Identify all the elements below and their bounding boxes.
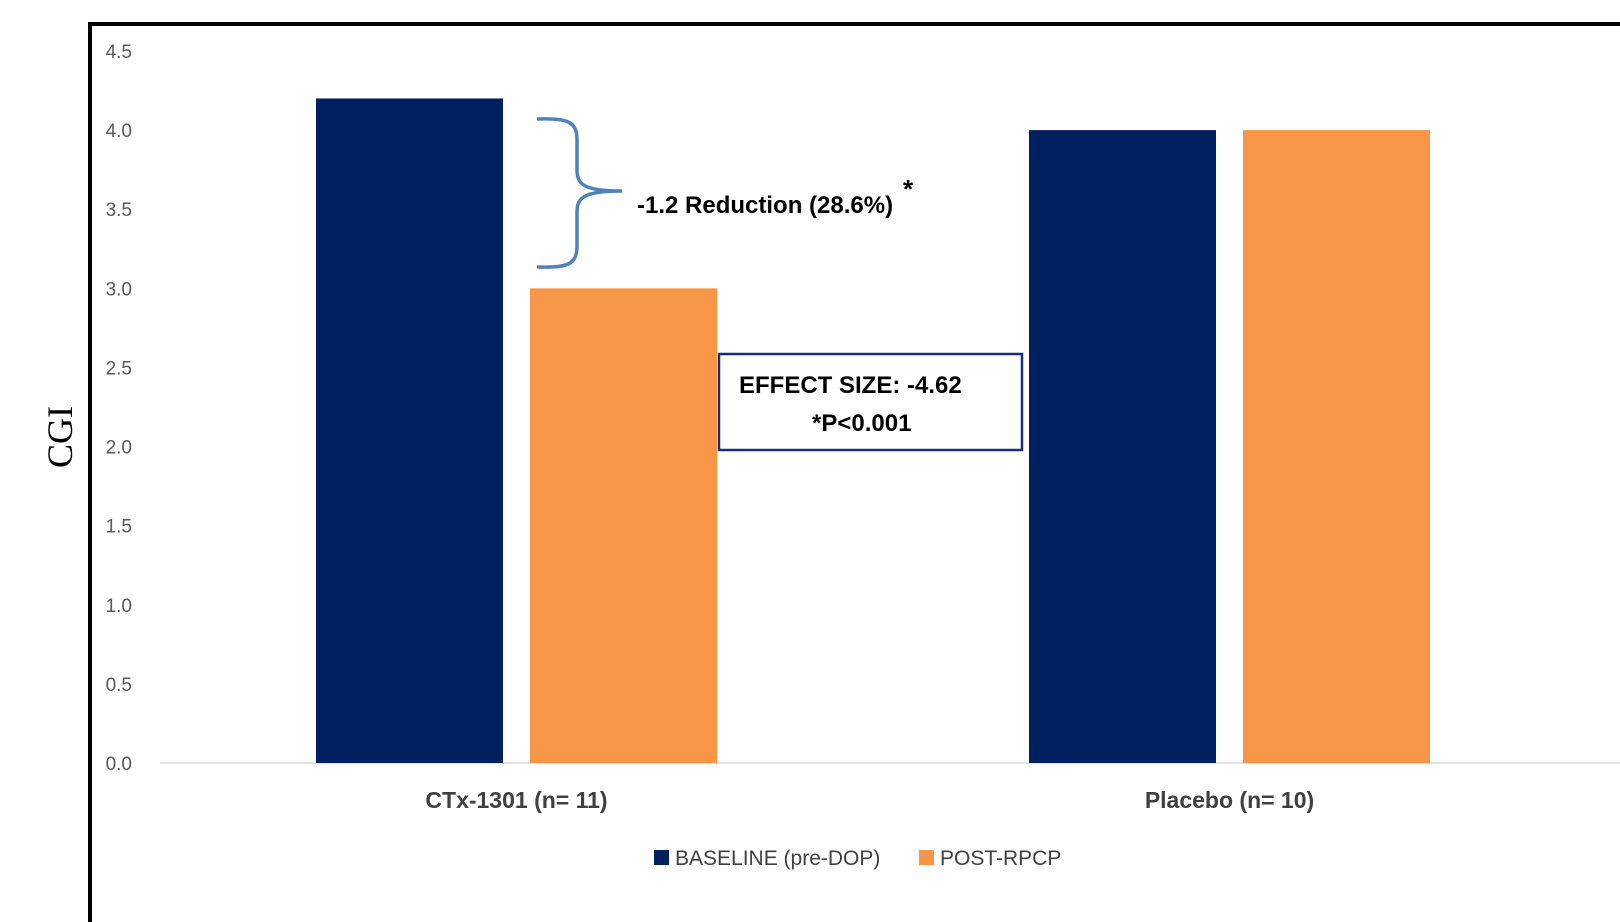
chart-frame (88, 22, 1620, 922)
y-axis-label: CGI (40, 406, 80, 468)
y-tick-label: 3.5 (106, 200, 132, 221)
bar-baseline-0 (316, 98, 503, 763)
effect-size-text: EFFECT SIZE: -4.62 (739, 372, 962, 399)
bar-post-1 (1243, 130, 1430, 764)
significance-asterisk: * (903, 174, 914, 204)
y-tick-label: 3.0 (106, 279, 132, 300)
x-category-label: Placebo (n= 10) (1145, 787, 1314, 813)
bar-baseline-1 (1029, 130, 1216, 764)
brace-icon (536, 117, 623, 269)
x-axis-labels: CTx-1301 (n= 11) Placebo (n= 10) (425, 787, 1314, 813)
reduction-annotation: -1.2 Reduction (28.6%) (637, 192, 893, 219)
bars (316, 98, 1430, 764)
effect-size-box (717, 352, 1024, 452)
p-value-text: *P<0.001 (812, 410, 911, 437)
y-tick-label: 1.0 (106, 596, 132, 617)
legend-label: BASELINE (pre-DOP) (675, 847, 880, 870)
legend-swatch (919, 850, 934, 865)
y-tick-label: 2.0 (106, 438, 132, 459)
y-tick-label: 0.5 (106, 675, 132, 696)
legend: BASELINE (pre-DOP) POST-RPCP (654, 847, 1061, 870)
y-tick-label: 2.5 (106, 358, 132, 379)
y-tick-label: 4.0 (106, 121, 132, 142)
x-category-label: CTx-1301 (n= 11) (425, 787, 607, 813)
y-tick-label: 4.5 (106, 42, 132, 63)
legend-swatch (654, 850, 669, 865)
y-axis-ticks: 0.0 0.5 1.0 1.5 2.0 2.5 3.0 3.5 4.0 4.5 (106, 42, 132, 775)
y-tick-label: 0.0 (106, 754, 132, 775)
bar-post-0 (530, 288, 717, 763)
legend-label: POST-RPCP (940, 847, 1061, 870)
y-tick-label: 1.5 (106, 517, 132, 538)
